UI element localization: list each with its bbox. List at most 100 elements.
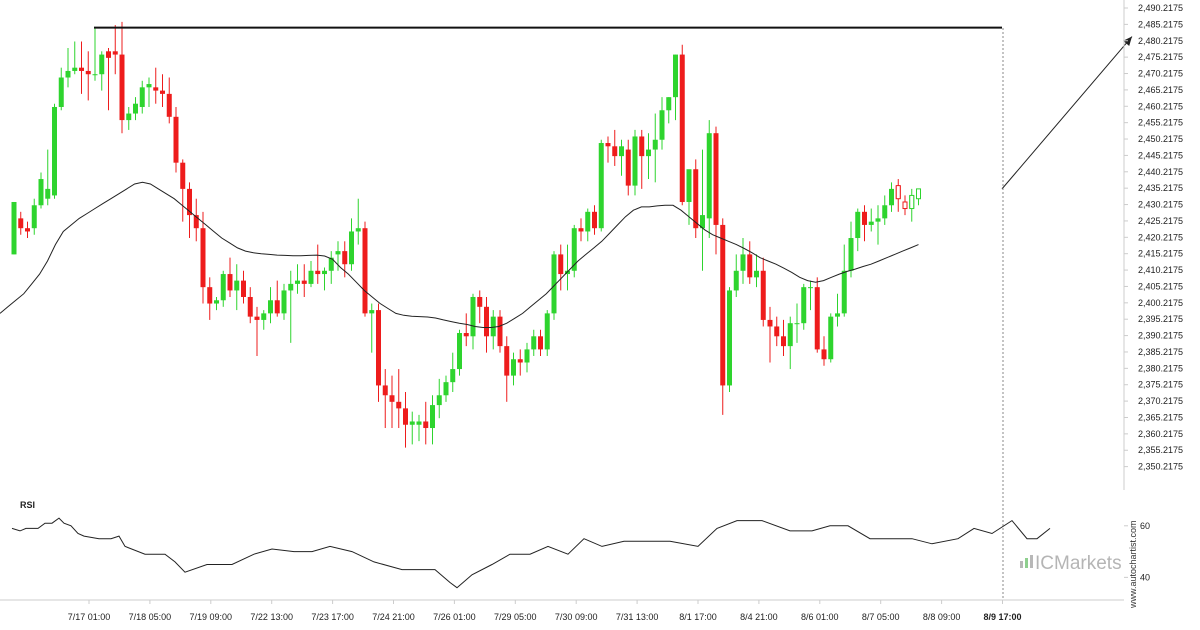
candle xyxy=(322,267,327,291)
candle xyxy=(517,349,523,376)
candle xyxy=(281,283,287,320)
candle xyxy=(362,221,368,317)
candle xyxy=(92,28,98,81)
candle-body xyxy=(362,228,368,314)
candle-body xyxy=(139,87,145,107)
candlestick-series xyxy=(11,21,921,448)
candle xyxy=(639,129,645,189)
candle-body xyxy=(700,215,705,229)
time-tick-label: 7/22 13:00 xyxy=(250,612,293,622)
candle xyxy=(52,103,57,199)
price-tick-label: 2,455.2175 xyxy=(1138,118,1183,128)
candle xyxy=(477,290,483,324)
candle-body xyxy=(531,336,537,350)
candle xyxy=(106,48,111,111)
candle xyxy=(787,316,793,370)
candle-body xyxy=(686,169,692,202)
candle-body xyxy=(274,300,280,314)
candle xyxy=(632,129,638,196)
candle xyxy=(733,254,739,297)
candle-body xyxy=(693,169,699,229)
candle xyxy=(504,336,510,402)
candle-body xyxy=(409,421,415,425)
candle-body xyxy=(403,408,408,425)
candle xyxy=(119,21,125,134)
candle-body xyxy=(133,103,138,114)
candle-body xyxy=(484,306,489,337)
price-tick-label: 2,490.2175 xyxy=(1138,3,1183,13)
candle-body xyxy=(72,67,78,71)
candle-body xyxy=(99,54,105,75)
price-tick-label: 2,385.2175 xyxy=(1138,347,1183,357)
candle xyxy=(369,303,375,353)
candle-body xyxy=(868,221,874,225)
candle-body xyxy=(18,218,24,229)
candle-body xyxy=(585,211,591,232)
time-tick-label: 7/24 21:00 xyxy=(372,612,415,622)
candle xyxy=(760,257,766,327)
watermark-text: www.autochartist.com xyxy=(1128,520,1138,609)
candle-body xyxy=(619,146,624,157)
candle xyxy=(72,41,78,75)
candle xyxy=(207,277,213,320)
time-tick-label: 8/6 01:00 xyxy=(801,612,839,622)
time-tick-label: 8/8 09:00 xyxy=(923,612,961,622)
candle-body xyxy=(720,224,726,386)
candle xyxy=(220,270,226,307)
candle-body-open xyxy=(916,188,921,200)
price-tick-label: 2,380.2175 xyxy=(1138,363,1183,373)
candle-body xyxy=(369,310,375,314)
candle-body-open xyxy=(909,194,915,210)
candle-body xyxy=(551,254,557,314)
candle xyxy=(821,336,827,366)
candle xyxy=(328,251,334,284)
time-tick-label: 8/1 17:00 xyxy=(679,612,717,622)
price-tick-label: 2,485.2175 xyxy=(1138,19,1183,29)
candle-body xyxy=(727,290,732,386)
candle xyxy=(335,241,341,271)
candle xyxy=(841,244,847,317)
candle-body xyxy=(841,270,847,314)
candle-body xyxy=(315,270,321,275)
candle xyxy=(673,54,678,121)
price-tick-label: 2,400.2175 xyxy=(1138,298,1183,308)
candle xyxy=(652,113,658,183)
candle xyxy=(423,401,429,445)
candle-body xyxy=(740,254,746,271)
candle xyxy=(153,67,159,104)
candle xyxy=(315,244,321,284)
candle xyxy=(889,182,894,212)
candle xyxy=(808,280,813,311)
candle xyxy=(700,149,705,271)
candle xyxy=(524,342,530,373)
candle-body xyxy=(463,333,469,337)
candle xyxy=(214,296,219,311)
candle xyxy=(376,303,381,402)
candle xyxy=(409,411,415,445)
candle-body xyxy=(355,228,361,232)
candle-body xyxy=(652,139,658,150)
candle-body xyxy=(52,106,57,196)
candle xyxy=(794,303,800,343)
candle-body xyxy=(787,323,793,347)
candle-body xyxy=(592,211,597,229)
price-tick-label: 2,440.2175 xyxy=(1138,167,1183,177)
candle-body xyxy=(389,395,395,402)
candle xyxy=(679,44,685,206)
candle xyxy=(166,77,172,124)
candle xyxy=(619,139,624,176)
candle-body xyxy=(821,349,827,360)
candle-body xyxy=(112,51,118,55)
candle-body xyxy=(639,136,645,157)
candle-body xyxy=(544,313,550,350)
candle xyxy=(868,208,874,232)
price-tick-label: 2,350.2175 xyxy=(1138,462,1183,472)
candle-body xyxy=(342,251,348,265)
candle xyxy=(301,264,307,297)
logo-bar-3 xyxy=(1030,555,1033,568)
candle-body xyxy=(801,287,807,324)
candle xyxy=(497,310,503,353)
time-tick-label: 7/17 01:00 xyxy=(68,612,111,622)
candle xyxy=(612,129,618,166)
time-tick-label: 7/19 09:00 xyxy=(190,612,233,622)
